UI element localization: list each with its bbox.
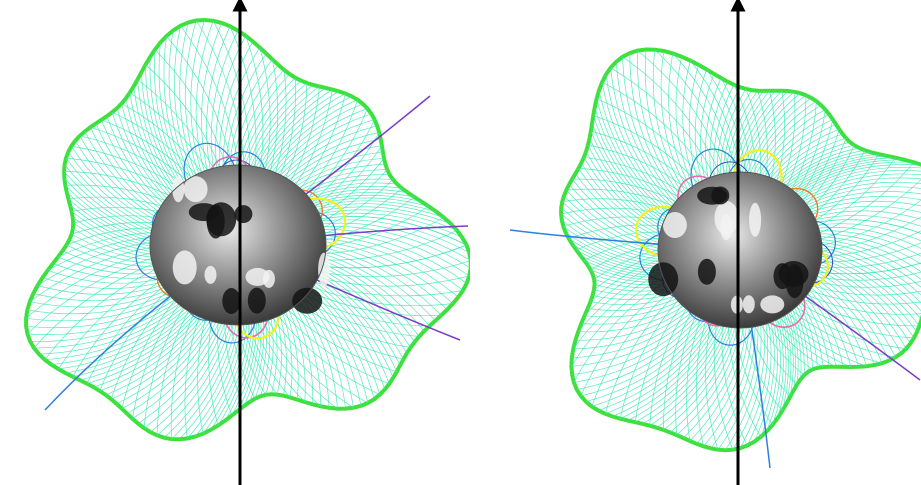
surface-patch bbox=[247, 287, 266, 314]
surface-patch bbox=[206, 202, 237, 237]
body-surface bbox=[150, 165, 326, 325]
surface-patch bbox=[234, 205, 253, 224]
surface-patch bbox=[172, 176, 185, 203]
surface-patch bbox=[773, 263, 792, 290]
body-rim bbox=[149, 164, 327, 326]
surface-patch bbox=[648, 262, 679, 297]
body-rim bbox=[657, 171, 823, 329]
surface-patch bbox=[720, 214, 733, 241]
right-field-visualization bbox=[509, 0, 921, 485]
surface-patch bbox=[172, 250, 197, 285]
surface-patch bbox=[662, 212, 687, 238]
surface-patch bbox=[245, 267, 270, 286]
surface-patch bbox=[318, 252, 331, 287]
left-view-panel bbox=[24, 0, 470, 485]
right-view-panel bbox=[470, 0, 921, 485]
central-body bbox=[149, 164, 331, 326]
surface-patch bbox=[222, 288, 241, 314]
body-surface bbox=[658, 172, 822, 328]
surface-patch bbox=[742, 295, 755, 314]
surface-patch bbox=[292, 287, 323, 314]
central-body bbox=[648, 171, 823, 329]
surface-patch bbox=[204, 265, 217, 284]
surface-patch bbox=[697, 258, 716, 285]
surface-patch bbox=[760, 295, 785, 314]
surface-patch bbox=[711, 186, 730, 205]
left-field-visualization bbox=[24, 0, 470, 485]
surface-patch bbox=[749, 202, 762, 237]
surface-patch bbox=[183, 176, 208, 203]
